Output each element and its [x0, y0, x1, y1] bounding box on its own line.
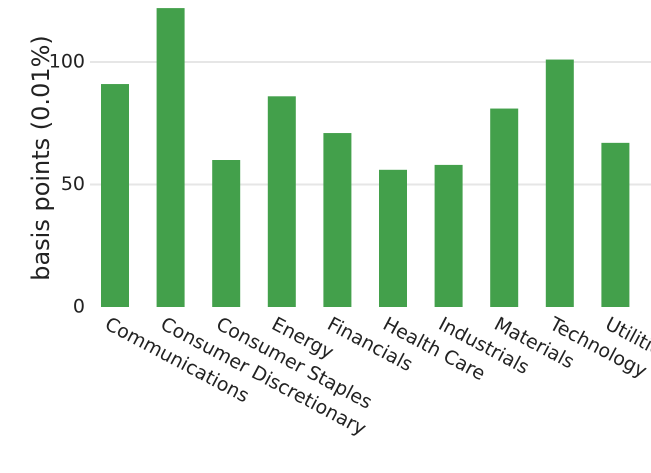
y-tick-label: 0 — [73, 296, 85, 318]
y-tick-label: 50 — [61, 173, 85, 195]
bar-health-care[interactable] — [379, 169, 407, 307]
y-axis-title: basis points (0.01%) — [27, 35, 55, 281]
bar-industrials[interactable] — [434, 164, 463, 307]
bar-financials[interactable] — [323, 133, 352, 307]
bar-materials[interactable] — [490, 108, 519, 307]
bars — [101, 8, 630, 307]
bar-communications[interactable] — [101, 84, 129, 307]
bar-consumer-staples[interactable] — [212, 160, 241, 307]
y-tick-label: 100 — [49, 51, 85, 73]
bar-energy[interactable] — [267, 96, 296, 307]
y-tick-labels: 0 50 100 — [49, 51, 85, 318]
bar-consumer-discretionary[interactable] — [156, 8, 185, 307]
bar-technology[interactable] — [545, 59, 574, 307]
bar-utilities[interactable] — [601, 142, 630, 307]
